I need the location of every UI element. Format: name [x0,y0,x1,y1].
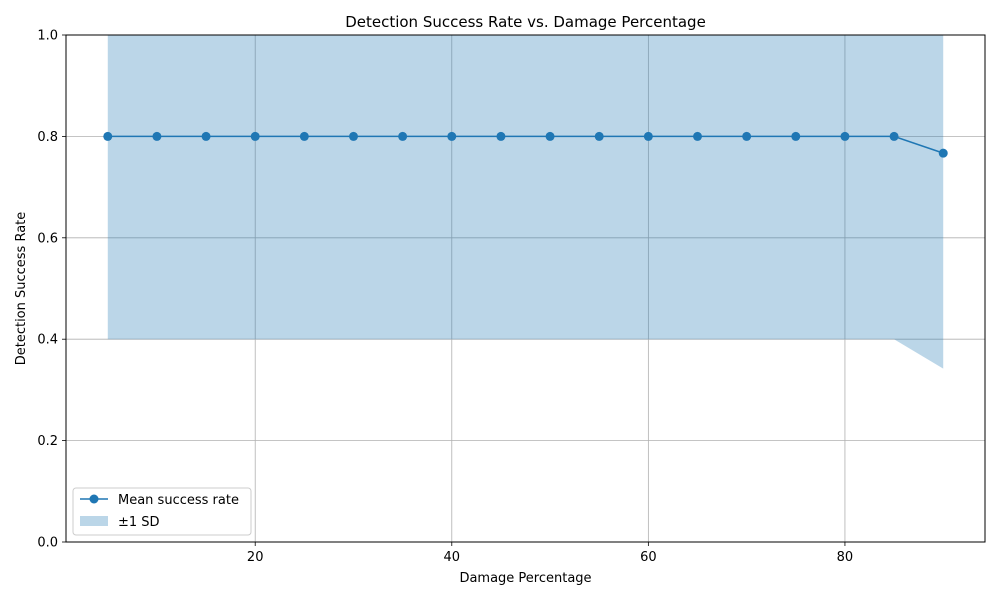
mean-success-line [107,135,944,154]
data-point [447,131,457,141]
data-point [152,131,162,141]
data-point [103,131,113,141]
marker-layer [103,131,948,158]
y-axis-ticks: 0.0 0.2 0.4 0.6 0.8 1.0 [37,29,66,551]
data-point [643,131,653,141]
x-tick-label: 20 [247,550,264,565]
x-axis-label: Damage Percentage [459,571,591,586]
data-point [496,131,506,141]
data-point [299,131,309,141]
data-point [938,148,948,158]
y-tick-label: 0.2 [37,434,58,449]
data-point [791,131,801,141]
legend-box [72,487,252,536]
data-point [693,131,703,141]
legend-label-mean: Mean success rate [118,493,239,508]
x-tick-label: 60 [640,550,657,565]
chart-title: Detection Success Rate vs. Damage Percen… [345,13,706,31]
data-point [889,131,899,141]
data-point [201,131,211,141]
plot-frame [65,34,986,543]
sd-band [107,35,944,369]
data-point [840,131,850,141]
y-tick-label: 0.8 [37,130,58,145]
data-point [742,131,752,141]
legend-marker-swatch [89,494,99,504]
legend-label-sd: ±1 SD [118,515,160,530]
data-point [594,131,604,141]
data-point [348,131,358,141]
mean-line-layer [107,135,944,154]
data-point [545,131,555,141]
y-tick-label: 0.6 [37,231,58,246]
legend: Mean success rate ±1 SD [72,487,252,536]
x-axis-ticks: 20 40 60 80 [247,542,853,565]
x-tick-label: 40 [444,550,461,565]
data-point [398,131,408,141]
x-tick-label: 80 [837,550,854,565]
data-point [250,131,260,141]
y-axis-label: Detection Success Rate [14,212,29,366]
y-tick-label: 0.0 [37,536,58,551]
sd-band-layer [107,35,944,369]
y-tick-label: 1.0 [37,29,58,44]
y-tick-label: 0.4 [37,333,58,348]
legend-band-swatch [80,516,108,526]
